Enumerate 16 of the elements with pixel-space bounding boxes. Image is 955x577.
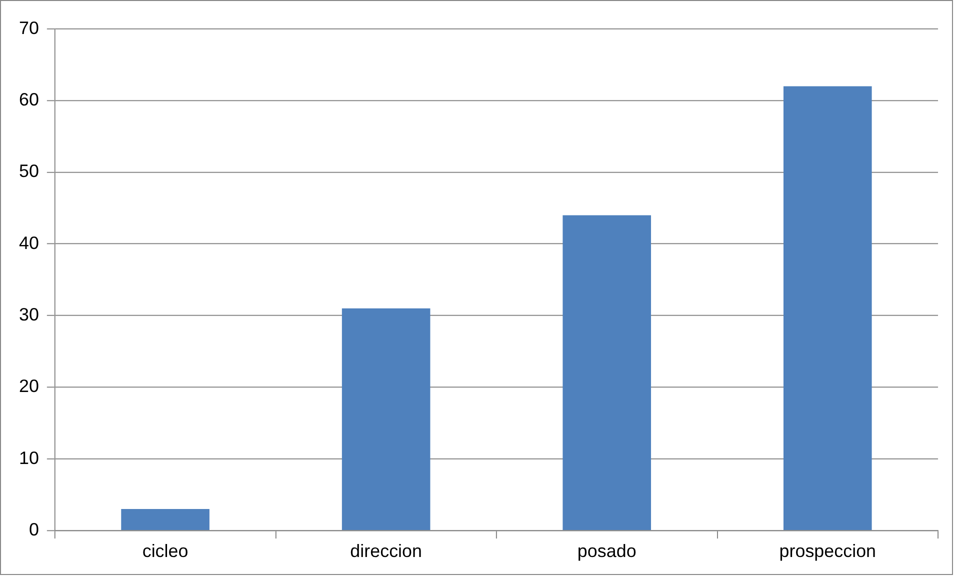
x-tick-label: direccion — [350, 541, 422, 562]
x-tick-label: posado — [577, 541, 636, 562]
bar — [562, 215, 652, 530]
y-tick-label: 30 — [18, 304, 39, 325]
y-tick-label: 0 — [28, 520, 39, 540]
bar — [342, 308, 430, 530]
y-tick-label: 50 — [18, 161, 39, 182]
y-tick-label: 20 — [18, 376, 39, 396]
y-tick-label: 60 — [18, 90, 39, 110]
y-tick-label: 40 — [18, 232, 39, 253]
y-tick-label: 70 — [18, 18, 39, 38]
bar — [783, 86, 872, 530]
x-tick-label: cicleo — [142, 541, 188, 562]
y-tick-label: 10 — [18, 448, 39, 468]
x-tick-label: prospeccion — [779, 541, 876, 562]
bar — [121, 509, 210, 530]
